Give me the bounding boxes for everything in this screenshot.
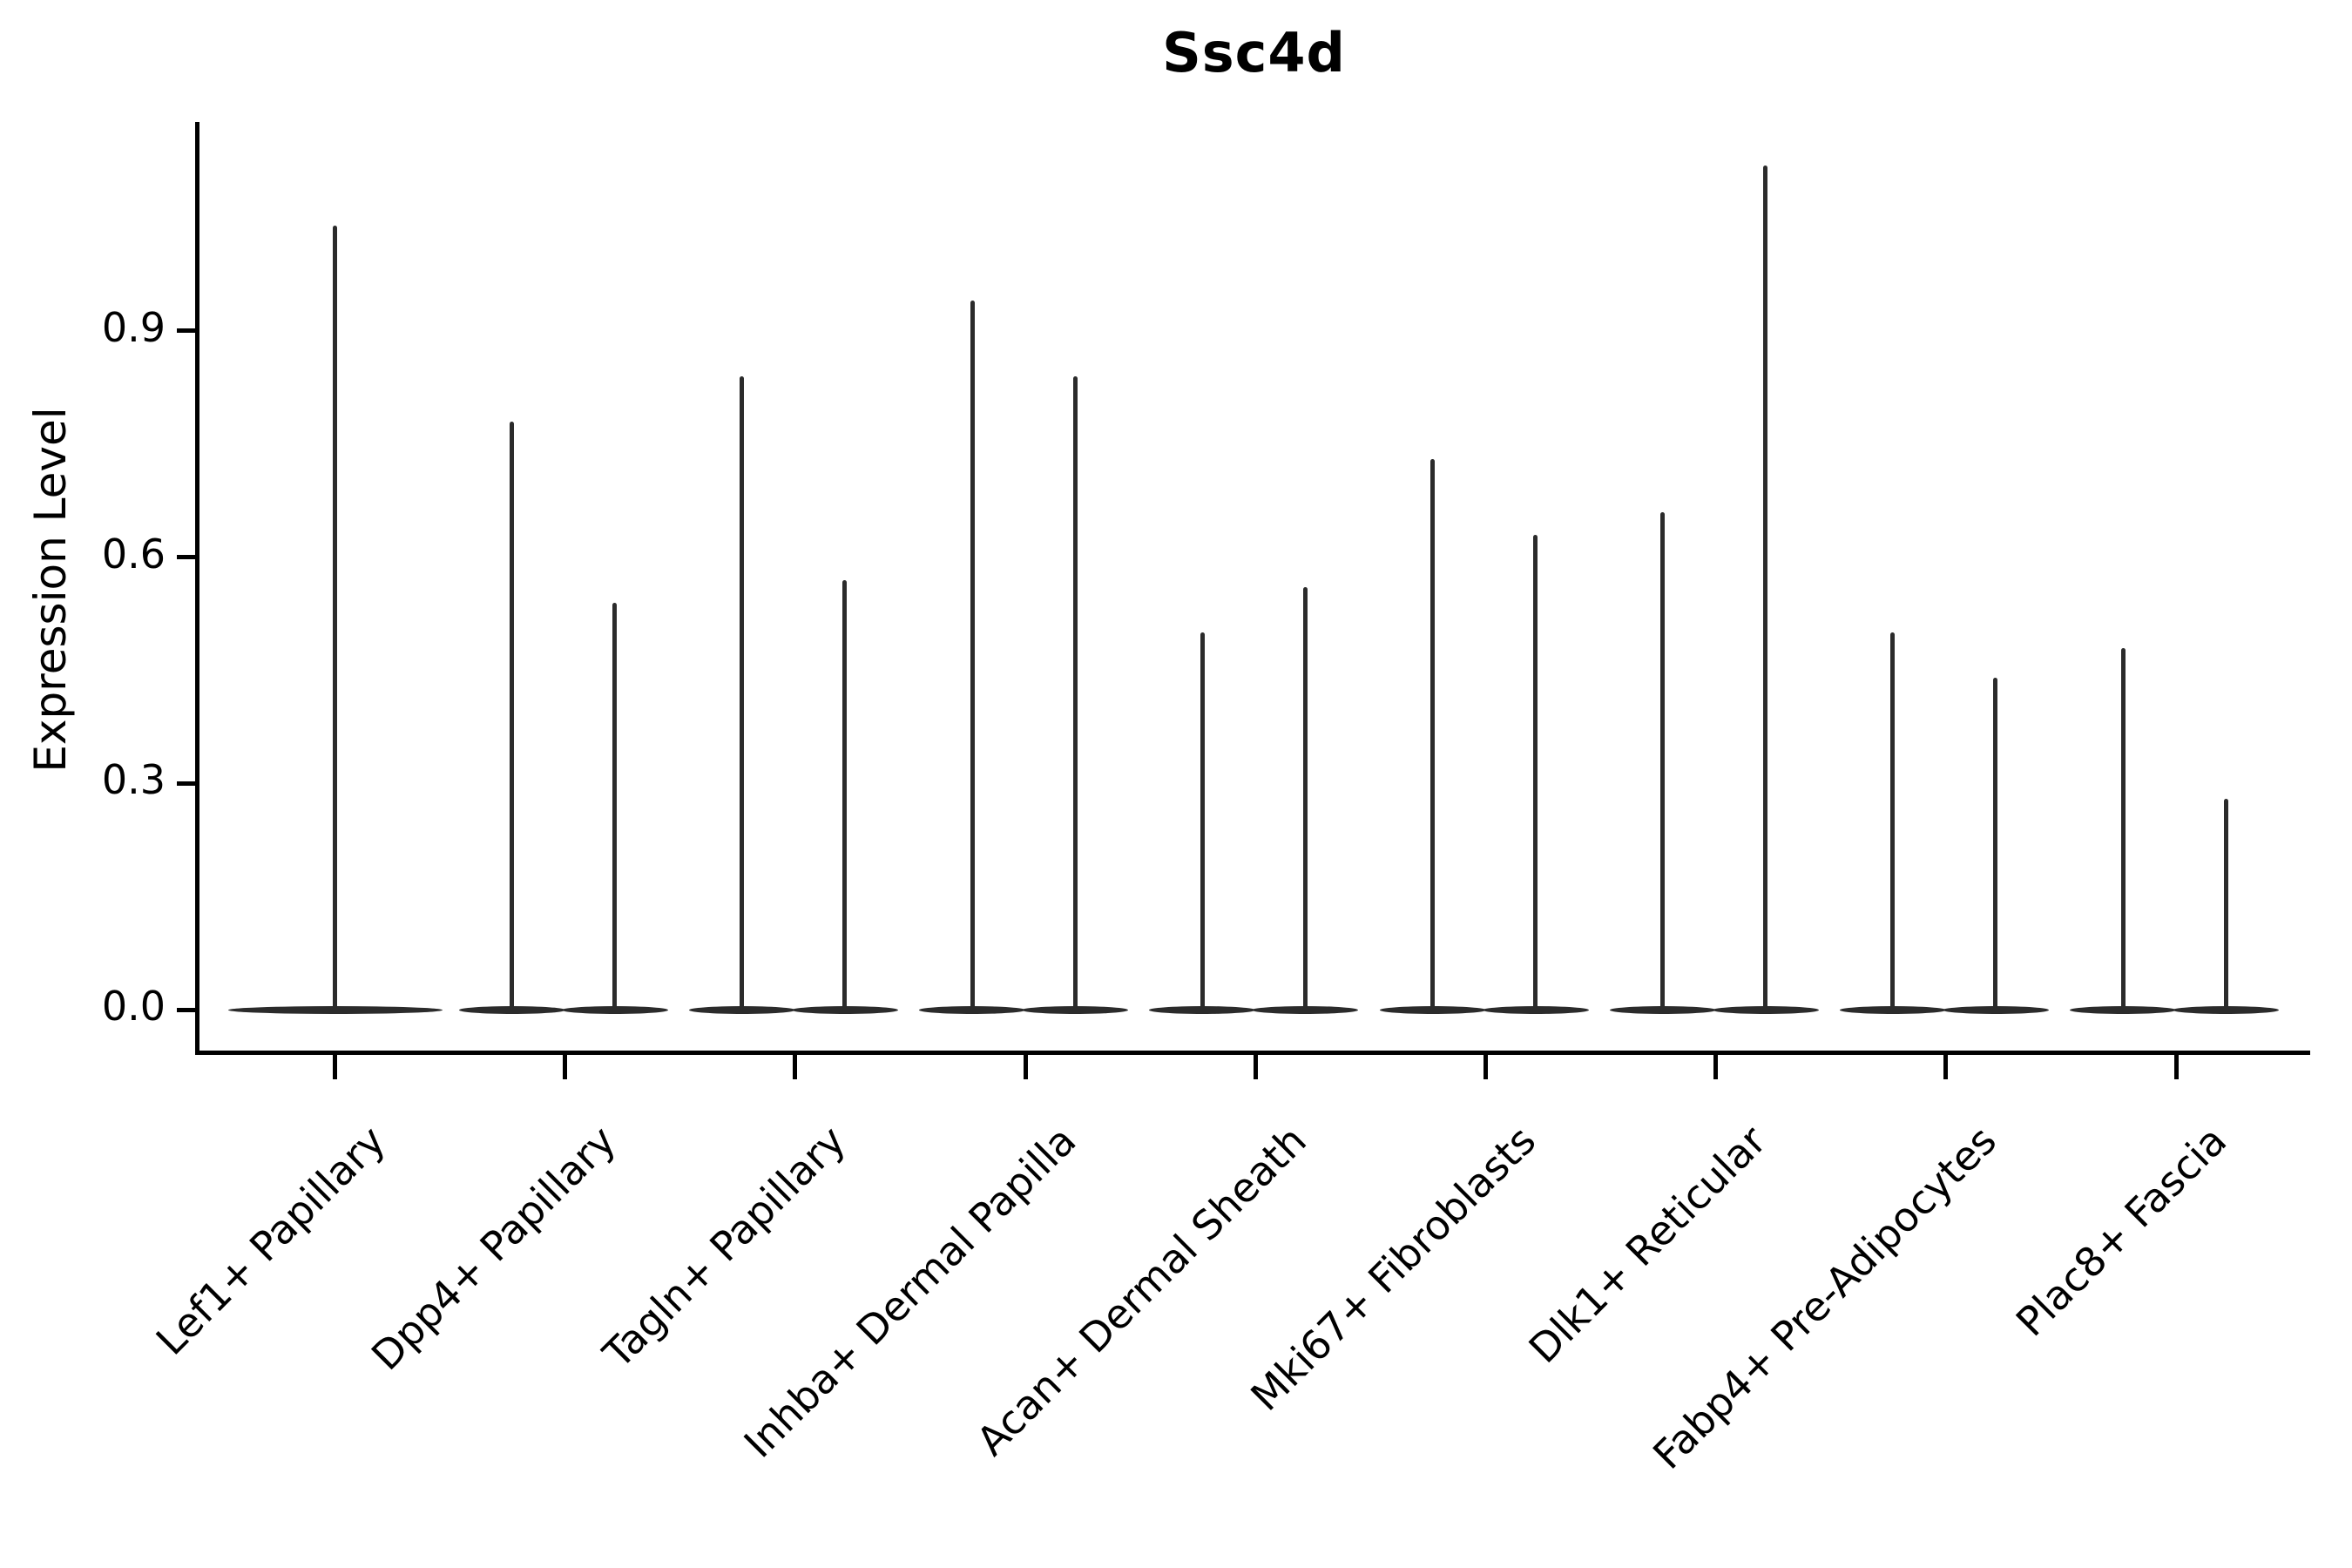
violin-base (458, 1005, 565, 1014)
violin-base (1149, 1005, 1256, 1014)
violin-spike (1430, 459, 1435, 1010)
x-tick-label: Dlk1+ Reticular (1519, 1117, 1775, 1373)
x-tick-mark (2173, 1055, 2179, 1079)
violin-spike (612, 602, 618, 1010)
x-tick-mark (1023, 1055, 1028, 1079)
y-tick-mark (177, 328, 196, 334)
violin-spike (842, 579, 848, 1010)
violin-spike (1763, 165, 1768, 1010)
violin-base (561, 1005, 668, 1014)
violin-base (227, 1005, 443, 1014)
violin-spike (1993, 678, 1998, 1010)
violin-base (791, 1005, 898, 1014)
x-tick-mark (333, 1055, 337, 1079)
x-tick-label: Lef1+ Papillary (146, 1117, 395, 1364)
y-tick-mark (177, 781, 196, 786)
violin-base (919, 1005, 1026, 1014)
x-tick-label: Plac8+ Fascia (2006, 1117, 2236, 1346)
violin-spike (1533, 534, 1538, 1010)
violin-spike (1072, 375, 1078, 1010)
violin-spike (333, 225, 337, 1010)
x-tick-mark (1713, 1055, 1719, 1079)
x-axis-line (195, 1051, 2310, 1055)
y-tick-mark (177, 1007, 196, 1012)
violin-spike (1200, 632, 1205, 1010)
violin-base (2173, 1005, 2280, 1014)
x-tick-label: Dpp4+ Papillary (362, 1117, 625, 1380)
violin-base (1252, 1005, 1359, 1014)
violin-base (1609, 1005, 1716, 1014)
violin-spike (510, 421, 515, 1010)
y-tick-mark (177, 555, 196, 560)
violin-spike (970, 301, 975, 1010)
violin-spike (1302, 587, 1308, 1010)
x-tick-mark (563, 1055, 568, 1079)
violin-base (1379, 1005, 1486, 1014)
violin-spike (740, 375, 745, 1010)
violin-base (1942, 1005, 2049, 1014)
x-tick-mark (1484, 1055, 1488, 1079)
y-tick-label: 0.6 (101, 530, 166, 578)
violin-base (1482, 1005, 1589, 1014)
violin-base (1022, 1005, 1129, 1014)
y-tick-label: 0.9 (101, 303, 166, 351)
y-tick-label: 0.0 (101, 983, 166, 1030)
x-tick-mark (1253, 1055, 1258, 1079)
violin-spike (1660, 511, 1666, 1010)
violin-spike (2223, 798, 2228, 1010)
chart-title: Ssc4d (1162, 21, 1346, 84)
violin-base (2070, 1005, 2177, 1014)
violin-base (688, 1005, 795, 1014)
x-tick-label: Tagln+ Papillary (594, 1117, 855, 1377)
y-axis-line (195, 122, 199, 1055)
x-tick-mark (1943, 1055, 1949, 1079)
violin-spike (1890, 632, 1896, 1010)
violin-base (1839, 1005, 1946, 1014)
violin-base (1712, 1005, 1819, 1014)
violin-spike (2120, 647, 2126, 1010)
y-tick-label: 0.3 (101, 756, 166, 804)
x-tick-mark (793, 1055, 798, 1079)
